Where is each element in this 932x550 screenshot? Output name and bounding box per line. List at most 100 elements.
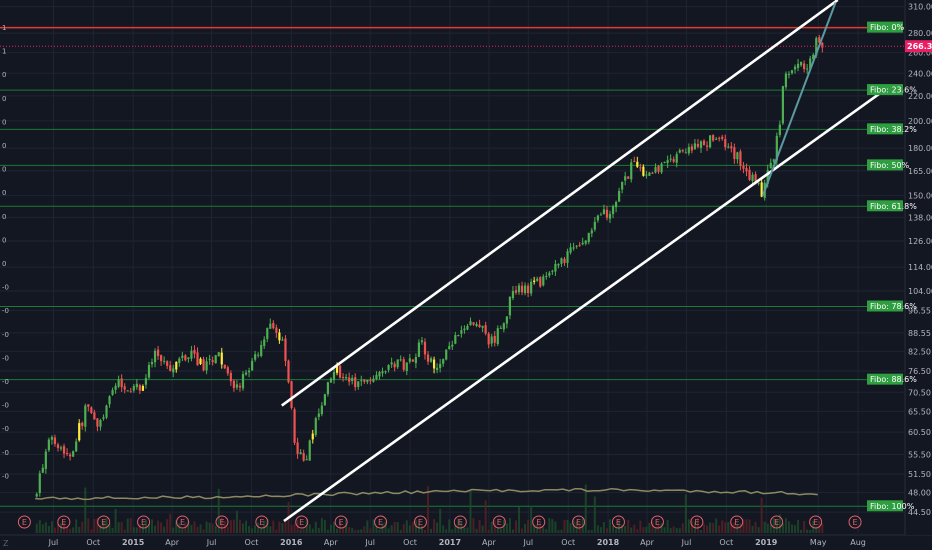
- volume-bar: [193, 521, 196, 533]
- volume-bar: [706, 525, 709, 533]
- volume-bar: [129, 518, 132, 533]
- earnings-marker[interactable]: E: [611, 515, 625, 529]
- candle-body: [533, 280, 536, 282]
- volume-bar: [809, 529, 812, 533]
- earnings-marker[interactable]: E: [690, 515, 704, 529]
- volume-bar: [624, 526, 627, 533]
- earnings-marker[interactable]: E: [137, 515, 151, 529]
- left-scale-label: 0: [2, 260, 6, 268]
- candle-body: [457, 335, 460, 337]
- earnings-label: E: [219, 518, 224, 527]
- candle-body: [96, 418, 99, 427]
- volume-bar: [445, 529, 448, 533]
- earnings-marker[interactable]: E: [17, 515, 31, 529]
- volume-bar: [712, 522, 715, 533]
- volume-bar: [232, 519, 235, 533]
- candle-body: [554, 263, 557, 272]
- candle-body: [160, 355, 163, 362]
- earnings-marker[interactable]: E: [770, 515, 784, 529]
- earnings-label: E: [694, 518, 699, 527]
- candle-body: [545, 275, 548, 277]
- volume-bar: [44, 522, 47, 533]
- candle-body: [429, 358, 433, 362]
- volume-bar: [530, 505, 533, 533]
- candle-body: [627, 176, 630, 179]
- volume-bar: [730, 523, 733, 533]
- candle-body: [769, 162, 772, 169]
- earnings-marker[interactable]: E: [176, 515, 190, 529]
- earnings-label: E: [536, 518, 541, 527]
- candle-body: [62, 446, 66, 454]
- volume-bar: [217, 488, 220, 533]
- volume-bar: [369, 528, 372, 533]
- earnings-marker[interactable]: E: [809, 515, 823, 529]
- earnings-marker[interactable]: E: [532, 515, 546, 529]
- candle-body: [120, 378, 123, 388]
- x-tick-label: Aug: [850, 538, 866, 547]
- earnings-marker[interactable]: E: [848, 515, 862, 529]
- candle-body: [436, 367, 439, 370]
- fib-label-text: Fibo: 0%: [870, 23, 905, 32]
- earnings-marker[interactable]: E: [334, 515, 348, 529]
- volume-bar: [84, 487, 87, 533]
- candle-body: [150, 362, 154, 365]
- candle-body: [733, 147, 736, 159]
- earnings-marker[interactable]: E: [97, 515, 111, 529]
- volume-bar: [548, 518, 551, 533]
- earnings-marker[interactable]: E: [57, 515, 71, 529]
- volume-bar: [372, 519, 375, 533]
- volume-bar: [160, 522, 163, 533]
- candle-body: [636, 161, 639, 167]
- left-scale-label: 0: [2, 118, 6, 126]
- earnings-marker[interactable]: E: [374, 515, 388, 529]
- candle-body: [442, 359, 445, 364]
- volume-bar: [687, 519, 690, 533]
- volume-bar: [138, 524, 141, 533]
- candle-body: [523, 285, 527, 294]
- y-tick-label: 260.00: [908, 48, 932, 57]
- earnings-marker[interactable]: E: [255, 515, 269, 529]
- candle-body: [772, 159, 775, 162]
- volume-bar: [214, 525, 217, 533]
- x-tick-label: Apr: [324, 538, 339, 547]
- volume-bar: [769, 525, 772, 533]
- earnings-marker[interactable]: E: [572, 515, 586, 529]
- candle-body: [739, 151, 742, 166]
- earnings-marker[interactable]: E: [453, 515, 467, 529]
- candle-body: [81, 422, 84, 426]
- earnings-marker[interactable]: E: [215, 515, 229, 529]
- channel-lower-line: [283, 89, 886, 523]
- candle-body: [175, 361, 178, 370]
- candle-body: [208, 358, 211, 360]
- volume-bar: [678, 528, 681, 533]
- candle-body: [111, 390, 114, 395]
- volume-bar: [281, 523, 284, 533]
- earnings-marker[interactable]: E: [492, 515, 506, 529]
- volume-bar: [411, 521, 414, 533]
- earnings-marker[interactable]: E: [650, 515, 664, 529]
- candle-body: [108, 396, 111, 405]
- fib-label-text: Fibo: 23.6%: [870, 86, 917, 95]
- candle-body: [527, 285, 530, 294]
- candle-body: [469, 321, 472, 326]
- candle-body: [269, 323, 272, 329]
- volume-bar: [75, 519, 78, 533]
- volume-bar: [696, 518, 699, 533]
- volume-bar: [399, 529, 402, 533]
- y-tick-label: 70.50: [908, 388, 931, 397]
- earnings-marker[interactable]: E: [730, 515, 744, 529]
- volume-bar: [157, 520, 160, 533]
- volume-bar: [311, 528, 314, 533]
- candle-body: [341, 376, 345, 379]
- volume-bar: [332, 521, 335, 533]
- candle-body: [293, 409, 296, 443]
- earnings-marker[interactable]: E: [413, 515, 427, 529]
- candle-body: [414, 357, 417, 364]
- candle-body: [584, 240, 587, 244]
- earnings-circle: [453, 515, 467, 529]
- fib-label-background: [867, 373, 903, 385]
- earnings-marker[interactable]: E: [295, 515, 309, 529]
- volume-bar: [775, 520, 778, 533]
